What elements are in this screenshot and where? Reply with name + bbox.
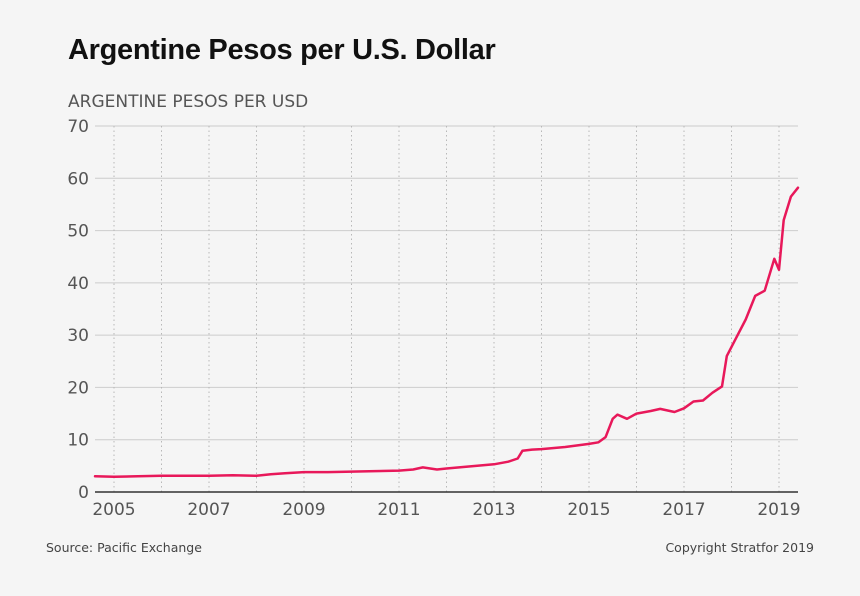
x-tick-label: 2019 <box>757 500 800 520</box>
y-tick-label: 50 <box>67 222 89 242</box>
x-tick-label: 2009 <box>282 500 325 520</box>
series-line-0 <box>93 186 800 479</box>
data-series <box>93 186 800 479</box>
y-tick-label: 70 <box>67 117 89 137</box>
y-tick-label: 60 <box>67 169 89 189</box>
vertical-gridlines <box>113 126 780 492</box>
y-axis-label: ARGENTINE PESOS PER USD <box>68 92 309 112</box>
x-tick-labels: 2005 2007 2009 2011 2013 2015 2017 2019 <box>92 500 800 520</box>
chart-title: Argentine Pesos per U.S. Dollar <box>68 34 496 66</box>
x-tick-label: 2015 <box>567 500 610 520</box>
x-tick-label: 2007 <box>187 500 230 520</box>
x-tick-label: 2013 <box>472 500 515 520</box>
x-tick-label: 2011 <box>377 500 420 520</box>
x-tick-label: 2005 <box>92 500 135 520</box>
y-tick-label: 10 <box>67 431 89 451</box>
x-tick-label: 2017 <box>662 500 705 520</box>
y-tick-label: 30 <box>67 326 89 346</box>
y-tick-labels: 0 10 20 30 40 50 60 70 <box>67 117 89 503</box>
y-tick-label: 20 <box>67 378 89 398</box>
source-note: Source: Pacific Exchange <box>46 540 202 555</box>
y-tick-label: 0 <box>78 483 89 503</box>
copyright-note: Copyright Stratfor 2019 <box>665 540 814 555</box>
y-tick-label: 40 <box>67 274 89 294</box>
